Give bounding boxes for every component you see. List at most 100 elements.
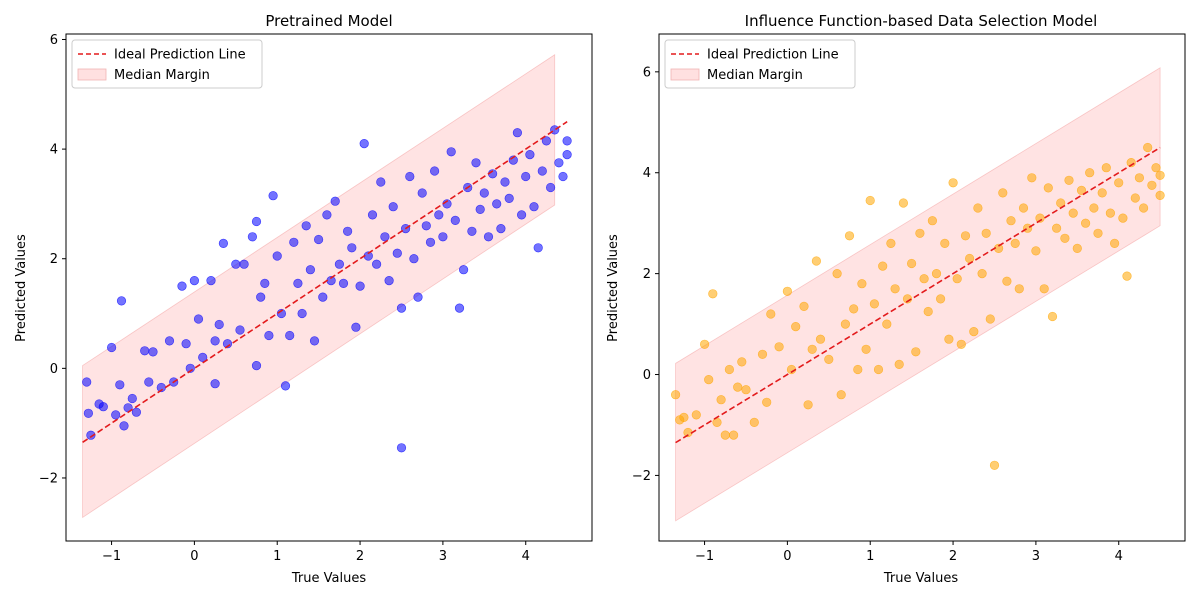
- chart-title: Pretrained Model: [265, 12, 392, 30]
- x-tick-label: −1: [695, 549, 714, 564]
- scatter-point: [1085, 168, 1095, 178]
- scatter-point: [235, 325, 245, 335]
- scatter-point: [1022, 223, 1033, 233]
- x-tick-label: −1: [102, 549, 121, 564]
- scatter-point: [144, 377, 154, 387]
- scatter-point: [670, 390, 681, 400]
- scatter-point: [844, 231, 855, 241]
- scatter-point: [504, 193, 514, 203]
- y-axis-label: Predicted Values: [14, 234, 29, 342]
- scatter-point: [973, 203, 983, 213]
- scatter-point: [479, 188, 489, 198]
- y-axis-label: Predicted Values: [606, 234, 621, 342]
- scatter-point: [434, 210, 444, 220]
- scatter-point: [724, 364, 735, 375]
- legend-item-ideal-line: Ideal Prediction Line: [707, 48, 839, 63]
- scatter-point: [824, 354, 834, 365]
- scatter-point: [960, 231, 971, 241]
- scatter-point: [998, 188, 1008, 198]
- scatter-point: [882, 319, 892, 329]
- scatter-point: [86, 430, 96, 440]
- y-tick-label: −2: [632, 469, 651, 484]
- scatter-point: [210, 379, 220, 389]
- y-tick-label: 4: [50, 143, 58, 158]
- scatter-point: [791, 322, 801, 332]
- scatter-point: [857, 279, 867, 289]
- scatter-point: [861, 344, 871, 354]
- scatter-point: [351, 322, 361, 332]
- scatter-point: [1014, 284, 1024, 294]
- scatter-point: [799, 301, 809, 312]
- scatter-point: [268, 191, 278, 201]
- scatter-point: [396, 443, 407, 453]
- scatter-point: [309, 336, 320, 346]
- scatter-point: [849, 304, 859, 314]
- scatter-point: [260, 278, 270, 289]
- scatter-point: [98, 402, 108, 412]
- y-tick-label: 2: [643, 267, 651, 282]
- x-tick-label: 1: [866, 549, 874, 564]
- scatter-point: [529, 202, 539, 212]
- x-tick-label: 4: [1115, 549, 1123, 564]
- x-axis-label: True Values: [883, 571, 958, 586]
- scatter-point: [1155, 190, 1165, 200]
- legend-frame: [71, 39, 263, 89]
- scatter-point: [318, 292, 328, 302]
- legend-band-swatch: [670, 68, 700, 81]
- scatter-point: [475, 204, 485, 214]
- scatter-point: [1122, 271, 1132, 281]
- scatter-point: [1010, 238, 1020, 248]
- scatter-point: [421, 221, 431, 231]
- ideal-prediction-line: [82, 121, 568, 444]
- scatter-point: [1072, 243, 1082, 253]
- scatter-point: [704, 375, 714, 385]
- scatter-point: [562, 136, 572, 146]
- scatter-point: [741, 385, 751, 395]
- scatter-point: [762, 397, 772, 407]
- scatter-point: [218, 238, 228, 248]
- scatter-point: [931, 269, 942, 279]
- scatter-point: [492, 199, 502, 209]
- scatter-point: [550, 125, 560, 135]
- scatter-point: [1134, 173, 1144, 183]
- scatter-point: [840, 319, 851, 329]
- scatter-point: [1018, 203, 1029, 213]
- scatter-point: [1130, 193, 1140, 203]
- scatter-point: [853, 364, 863, 375]
- y-tick-label: 6: [643, 65, 651, 80]
- scatter-point: [1060, 233, 1070, 243]
- scatter-point: [1039, 284, 1049, 294]
- scatter-point: [289, 237, 299, 247]
- scatter-point: [1114, 178, 1124, 188]
- scatter-point: [164, 336, 175, 346]
- scatter-point: [969, 327, 979, 337]
- scatter-point: [898, 198, 909, 208]
- scatter-point: [865, 195, 875, 206]
- scatter-point: [562, 150, 572, 160]
- scatter-point: [446, 147, 456, 157]
- scatter-point: [376, 177, 386, 187]
- scatter-point: [181, 339, 191, 349]
- scatter-point: [347, 243, 357, 253]
- pretrained-model-panel: Pretrained Model −1 0 1 2 3 4 −2 0 2 4 6 True Val…: [14, 12, 593, 586]
- y-tick-label: 2: [50, 252, 58, 267]
- scatter-point: [774, 342, 784, 352]
- legend-item-median-margin: Median Margin: [114, 68, 210, 83]
- scatter-point: [766, 309, 776, 319]
- scatter-point: [516, 210, 527, 220]
- x-tick-label: 3: [439, 549, 447, 564]
- scatter-point: [1138, 203, 1149, 213]
- scatter-point: [256, 292, 266, 302]
- scatter-point: [749, 417, 759, 428]
- scatter-point: [231, 259, 241, 269]
- scatter-point: [1147, 180, 1157, 190]
- scatter-point: [82, 377, 92, 387]
- scatter-point: [251, 361, 262, 371]
- y-tick-label: 0: [50, 362, 58, 377]
- scatter-point: [708, 289, 718, 299]
- scatter-point: [384, 276, 394, 286]
- scatter-point: [935, 294, 946, 304]
- scatter-point: [247, 232, 257, 242]
- x-axis-label: True Values: [291, 571, 366, 586]
